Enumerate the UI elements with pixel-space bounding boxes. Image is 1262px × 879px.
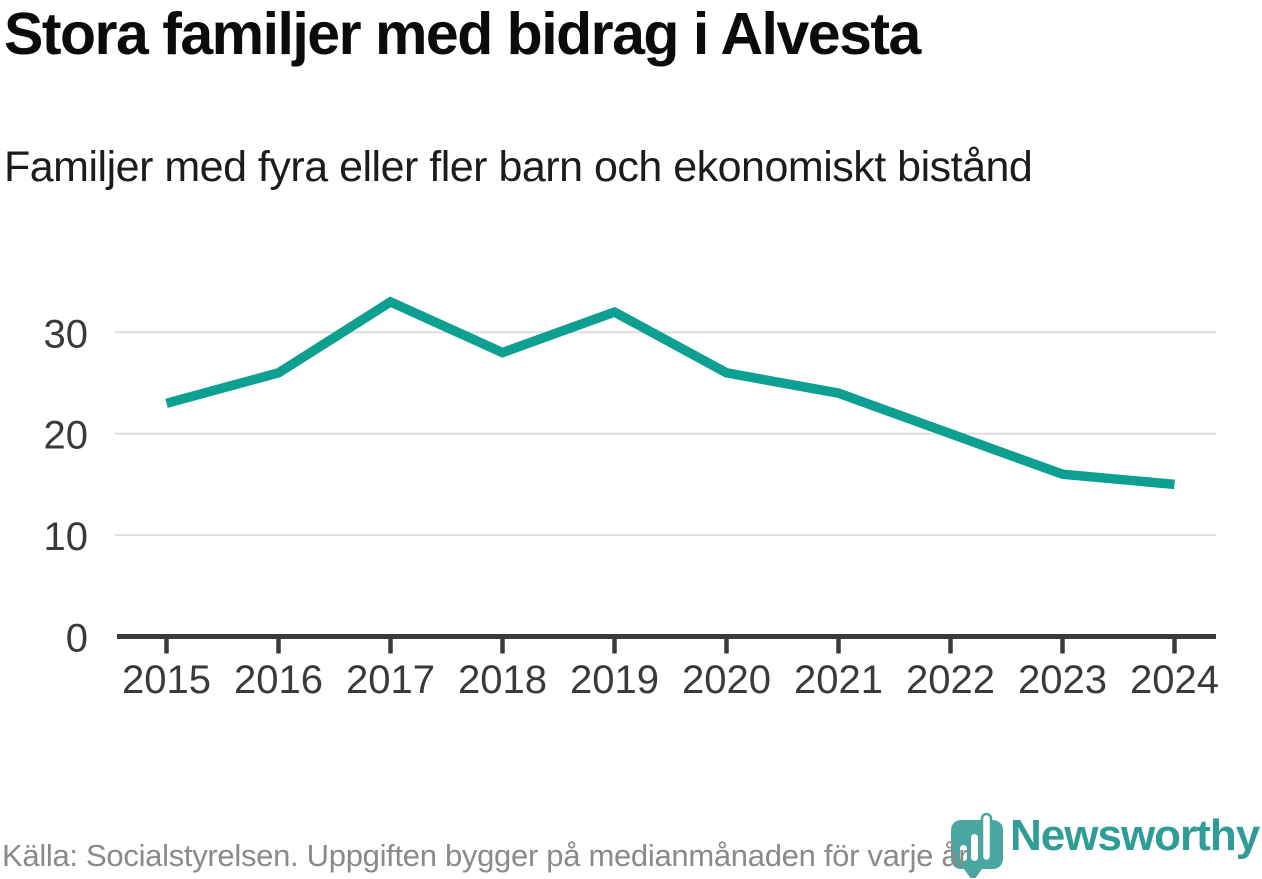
x-tick-label: 2021: [794, 658, 883, 702]
chart-title: Stora familjer med bidrag i Alvesta: [4, 1, 921, 67]
x-tick-label: 2018: [458, 658, 547, 702]
x-tick-label: 2017: [346, 658, 435, 702]
x-tick-label: 2024: [1130, 658, 1219, 702]
source-note: Källa: Socialstyrelsen. Uppgiften bygger…: [2, 838, 969, 873]
x-tick-label: 2015: [122, 658, 211, 702]
x-tick-label: 2016: [234, 658, 323, 702]
x-tick-label: 2020: [682, 658, 771, 702]
badge-bar-tall: [980, 812, 993, 863]
badge-bar-medium: [971, 834, 978, 861]
x-tick-label: 2022: [906, 658, 995, 702]
x-tick-label: 2023: [1018, 658, 1107, 702]
data-line: [165, 296, 1175, 490]
y-tick-label: 30: [44, 312, 89, 356]
newsworthy-wordmark: Newsworthy: [1010, 811, 1260, 860]
newsworthy-logo: Newsworthy: [950, 811, 1260, 878]
chart-subtitle: Familjer med fyra eller fler barn och ek…: [4, 143, 1033, 191]
badge-bar-small: [960, 845, 967, 861]
x-tick-label: 2019: [570, 658, 659, 702]
y-tick-label: 20: [44, 414, 89, 458]
y-tick-label: 10: [44, 515, 89, 559]
y-tick-label: 0: [66, 617, 88, 661]
newsworthy-badge-icon: [951, 812, 1003, 878]
